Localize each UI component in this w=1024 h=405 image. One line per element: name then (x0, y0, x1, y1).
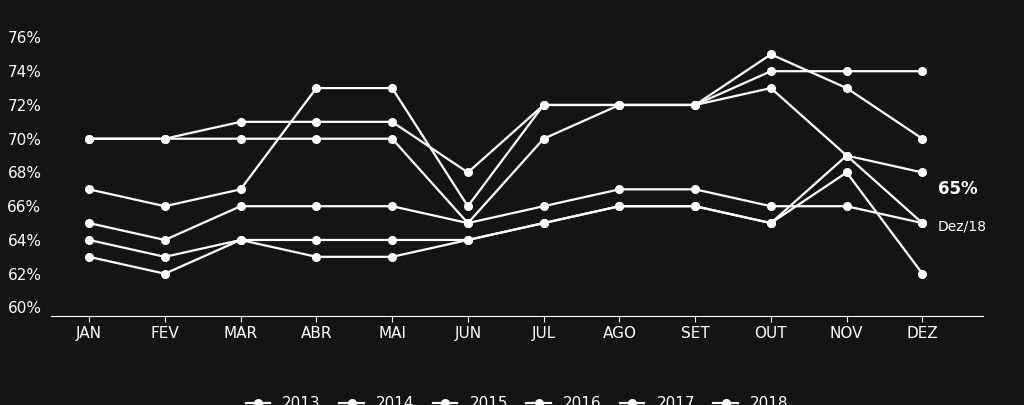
2015 (234, 187, 247, 192)
2014 (83, 136, 95, 141)
2013 (841, 85, 853, 90)
2018 (310, 254, 323, 259)
2017 (234, 237, 247, 242)
2013 (234, 119, 247, 124)
Text: Dez/18: Dez/18 (938, 220, 986, 234)
2017 (83, 237, 95, 242)
2016 (689, 187, 701, 192)
Line: 2013: 2013 (85, 51, 927, 176)
2013 (765, 52, 777, 57)
2014 (462, 221, 474, 226)
2018 (841, 170, 853, 175)
2016 (386, 204, 398, 209)
2016 (83, 221, 95, 226)
2015 (916, 170, 929, 175)
2018 (613, 204, 626, 209)
2013 (310, 119, 323, 124)
2015 (689, 102, 701, 107)
2016 (310, 204, 323, 209)
2018 (386, 254, 398, 259)
2017 (538, 221, 550, 226)
2016 (538, 204, 550, 209)
Line: 2017: 2017 (85, 152, 927, 261)
2017 (765, 221, 777, 226)
2015 (386, 85, 398, 90)
2015 (310, 85, 323, 90)
2013 (83, 136, 95, 141)
2016 (765, 204, 777, 209)
Legend: 2013, 2014, 2015, 2016, 2017, 2018: 2013, 2014, 2015, 2016, 2017, 2018 (240, 390, 795, 405)
2014 (841, 69, 853, 74)
2015 (538, 102, 550, 107)
2015 (613, 102, 626, 107)
2018 (538, 221, 550, 226)
2018 (234, 237, 247, 242)
2013 (916, 136, 929, 141)
2017 (310, 237, 323, 242)
2017 (916, 221, 929, 226)
Line: 2015: 2015 (85, 84, 927, 210)
2013 (538, 102, 550, 107)
2014 (234, 136, 247, 141)
2014 (613, 102, 626, 107)
2017 (386, 237, 398, 242)
2018 (916, 271, 929, 276)
2014 (386, 136, 398, 141)
2017 (159, 254, 171, 259)
2014 (538, 136, 550, 141)
2015 (765, 85, 777, 90)
2014 (765, 69, 777, 74)
2016 (841, 204, 853, 209)
2015 (841, 153, 853, 158)
2015 (83, 187, 95, 192)
2015 (462, 204, 474, 209)
2016 (234, 204, 247, 209)
2018 (159, 271, 171, 276)
2018 (462, 237, 474, 242)
2018 (765, 221, 777, 226)
Line: 2018: 2018 (85, 168, 927, 277)
2017 (689, 204, 701, 209)
2014 (689, 102, 701, 107)
2013 (689, 102, 701, 107)
2014 (310, 136, 323, 141)
Line: 2014: 2014 (85, 67, 927, 227)
2015 (159, 204, 171, 209)
2016 (462, 221, 474, 226)
2016 (159, 237, 171, 242)
2016 (916, 221, 929, 226)
2013 (386, 119, 398, 124)
2013 (462, 170, 474, 175)
Text: 65%: 65% (938, 180, 977, 198)
2018 (83, 254, 95, 259)
2013 (613, 102, 626, 107)
Line: 2016: 2016 (85, 185, 927, 244)
2013 (159, 136, 171, 141)
2018 (689, 204, 701, 209)
2017 (462, 237, 474, 242)
2017 (841, 153, 853, 158)
2014 (159, 136, 171, 141)
2017 (613, 204, 626, 209)
2014 (916, 69, 929, 74)
2016 (613, 187, 626, 192)
